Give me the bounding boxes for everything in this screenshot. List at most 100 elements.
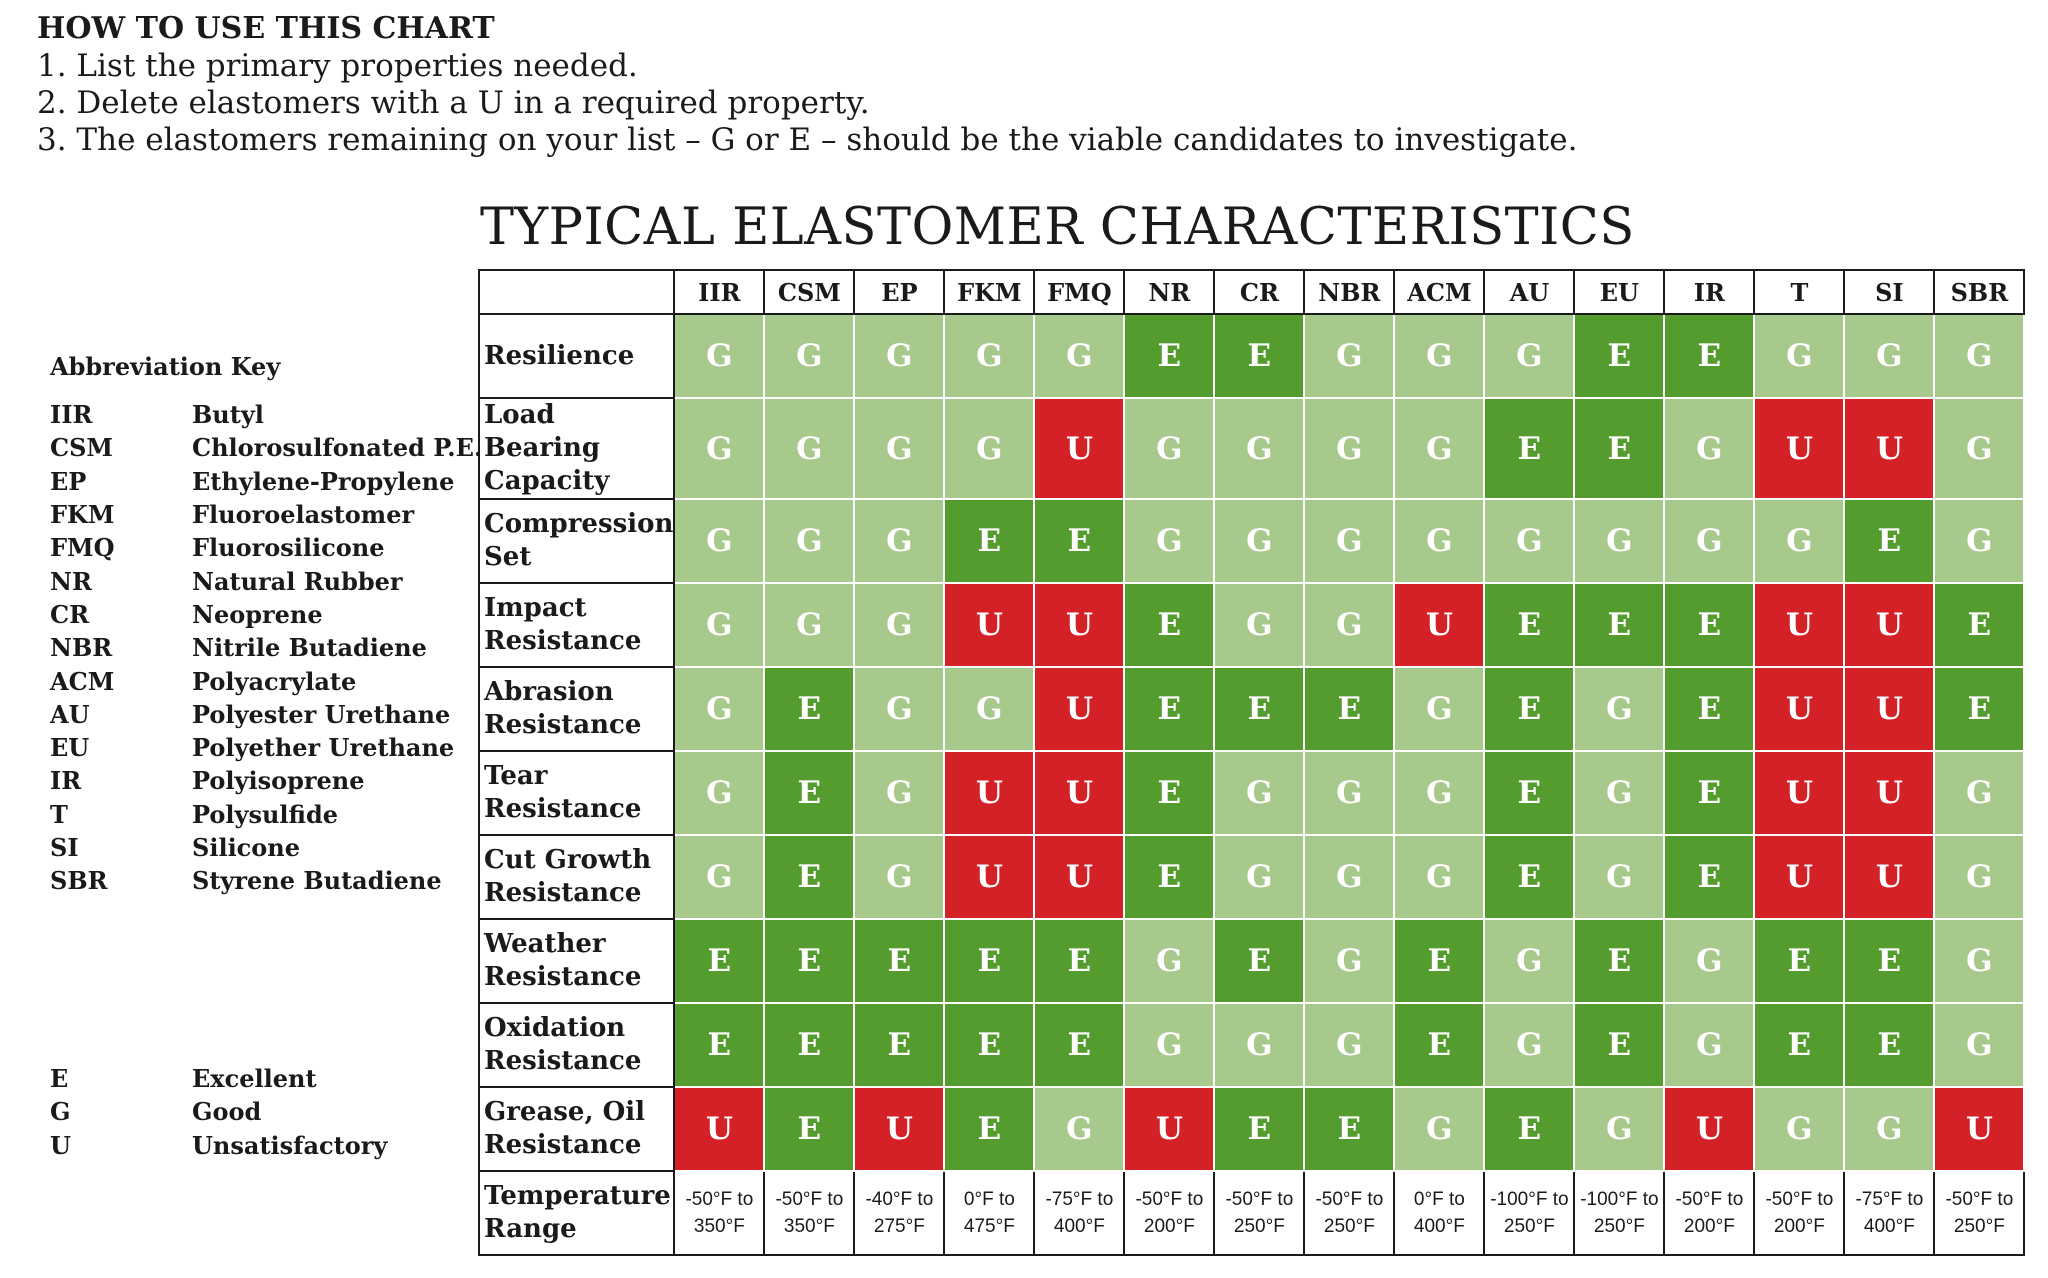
key-code: IR: [50, 766, 82, 796]
rating-cell: G: [1213, 498, 1306, 584]
rating-cell: G: [1573, 1086, 1666, 1172]
elastomer-table-wrapper: IIR CSM EP FKM FMQ NR CR NBR ACM AU EU IR T SI SBR Res…: [477, 269, 2026, 1256]
rating-cell: E: [763, 1086, 856, 1172]
rating-cell: G: [673, 397, 766, 500]
rating-cell: G: [853, 313, 946, 399]
row-header: Compression Set: [477, 498, 676, 584]
rating-cell: G: [1303, 313, 1396, 399]
rating-cell: U: [1033, 397, 1126, 500]
rating-cell: E: [1123, 666, 1216, 752]
rating-cell: E: [943, 1002, 1036, 1088]
instructions-heading: HOW TO USE THIS CHART: [37, 11, 495, 46]
rating-cell: E: [1483, 834, 1576, 920]
key-name: Nitrile Butadiene: [192, 633, 427, 663]
rating-cell: G: [1393, 750, 1486, 836]
rating-cell: E: [1573, 1002, 1666, 1088]
row-header: Load Bearing Capacity: [477, 397, 676, 500]
chart-title: TYPICAL ELASTOMER CHARACTERISTICS: [480, 198, 1635, 257]
rating-cell: U: [1393, 582, 1486, 668]
key-code: FKM: [50, 500, 115, 530]
rating-cell: G: [1213, 750, 1306, 836]
rating-cell: G: [1033, 1086, 1126, 1172]
rating-cell: G: [853, 750, 946, 836]
temperature-cell: -50°F to 200°F: [1663, 1170, 1756, 1256]
rating-name: Good: [192, 1097, 262, 1127]
column-header: CSM: [763, 269, 856, 315]
key-item: NR Natural Rubber: [50, 564, 482, 597]
rating-cell: U: [1033, 582, 1126, 668]
key-name: Polyisoprene: [192, 766, 365, 796]
rating-cell: G: [1213, 397, 1306, 500]
key-item: EU Polyether Urethane: [50, 731, 482, 764]
rating-cell: G: [1303, 397, 1396, 500]
rating-cell: U: [1753, 582, 1846, 668]
temperature-cell: -75°F to 400°F: [1843, 1170, 1936, 1256]
key-item: AU Polyester Urethane: [50, 698, 482, 731]
key-name: Fluorosilicone: [192, 533, 385, 563]
table-row: Grease, Oil Resistance U E U E G U E E G E G U G G U: [477, 1086, 2026, 1172]
rating-cell: U: [1753, 834, 1846, 920]
key-item: IR Polyisoprene: [50, 764, 482, 797]
temperature-cell: -50°F to 350°F: [673, 1170, 766, 1256]
rating-cell: E: [1213, 313, 1306, 399]
rating-cell: U: [1843, 666, 1936, 752]
rating-cell: G: [1303, 582, 1396, 668]
rating-cell: G: [943, 313, 1036, 399]
rating-cell: U: [1753, 750, 1846, 836]
rating-key-list: E Excellent G Good U Unsatisfactory: [50, 1062, 387, 1162]
rating-cell: E: [853, 1002, 946, 1088]
rating-cell: E: [1663, 750, 1756, 836]
temperature-cell: -40°F to 275°F: [853, 1170, 946, 1256]
column-header: CR: [1213, 269, 1306, 315]
rating-cell: G: [1573, 834, 1666, 920]
column-header: FKM: [943, 269, 1036, 315]
key-code: AU: [50, 699, 90, 729]
rating-cell: G: [1933, 313, 2026, 399]
rating-cell: E: [763, 750, 856, 836]
temperature-cell: -100°F to 250°F: [1483, 1170, 1576, 1256]
column-header: AU: [1483, 269, 1576, 315]
rating-cell: G: [1663, 1002, 1756, 1088]
rating-cell: G: [943, 666, 1036, 752]
column-header: EU: [1573, 269, 1666, 315]
instruction-step-2: 2. Delete elastomers with a U in a requi…: [37, 85, 870, 121]
rating-cell: E: [1753, 918, 1846, 1004]
key-name: Ethylene-Propylene: [192, 466, 455, 496]
rating-cell: G: [673, 834, 766, 920]
rating-cell: E: [763, 918, 856, 1004]
rating-cell: E: [1393, 918, 1486, 1004]
rating-cell: G: [763, 582, 856, 668]
key-name: Styrene Butadiene: [192, 866, 442, 896]
rating-cell: E: [853, 918, 946, 1004]
key-name: Chlorosulfonated P.E.: [192, 433, 483, 463]
rating-cell: U: [853, 1086, 946, 1172]
table-row: Impact Resistance G G G U U E G G U E E E U U E: [477, 582, 2026, 668]
rating-cell: G: [1573, 750, 1666, 836]
rating-key-item: U Unsatisfactory: [50, 1129, 387, 1162]
rating-cell: E: [1483, 750, 1576, 836]
rating-cell: G: [1303, 1002, 1396, 1088]
temperature-row: Temperature Range -50°F to 350°F -50°F to …: [477, 1170, 2026, 1256]
instruction-step-3: 3. The elastomers remaining on your list…: [37, 122, 1578, 158]
temperature-cell: -75°F to 400°F: [1033, 1170, 1126, 1256]
rating-cell: U: [1843, 397, 1936, 500]
table-row: Weather Resistance E E E E E G E G E G E G E E G: [477, 918, 2026, 1004]
rating-cell: E: [943, 498, 1036, 584]
rating-name: Unsatisfactory: [192, 1130, 388, 1160]
abbreviation-key-list: IIR Butyl CSM Chlorosulfonated P.E. EP Ethyle…: [50, 398, 482, 897]
rating-cell: G: [1663, 918, 1756, 1004]
rating-cell: E: [673, 918, 766, 1004]
rating-cell: E: [1033, 918, 1126, 1004]
rating-cell: G: [1933, 750, 2026, 836]
table-corner: [477, 269, 676, 315]
rating-cell: G: [1483, 498, 1576, 584]
key-item: FKM Fluoroelastomer: [50, 498, 482, 531]
rating-cell: E: [1303, 1086, 1396, 1172]
rating-cell: U: [1123, 1086, 1216, 1172]
rating-cell: G: [1753, 498, 1846, 584]
rating-cell: G: [673, 582, 766, 668]
row-header: Grease, Oil Resistance: [477, 1086, 676, 1172]
rating-cell: G: [673, 666, 766, 752]
row-header: Oxidation Resistance: [477, 1002, 676, 1088]
rating-cell: E: [1213, 1086, 1306, 1172]
